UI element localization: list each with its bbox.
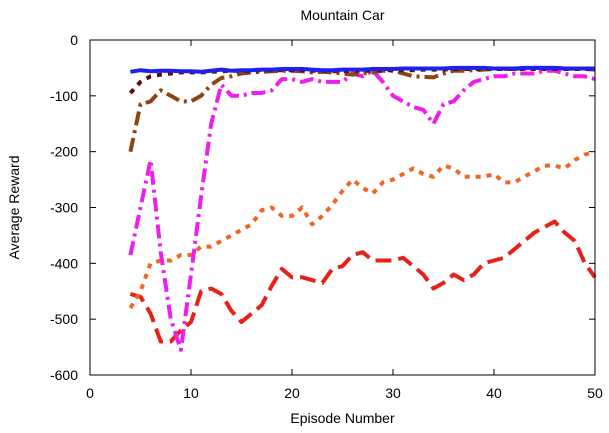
series-line-5 (130, 65, 595, 74)
y-tick-label-1: -100 (50, 88, 78, 104)
series-line-1 (128, 149, 596, 310)
x-tick-label-3: 30 (385, 385, 401, 401)
x-tick-label-5: 50 (587, 385, 603, 401)
y-tick-label-4: -400 (50, 255, 78, 271)
y-tick-label-3: -300 (50, 200, 78, 216)
chart-title: Mountain Car (300, 7, 384, 23)
y-tick-label-5: -500 (50, 311, 78, 327)
y-tick-label-6: -600 (50, 367, 78, 383)
x-axis-title: Episode Number (290, 410, 395, 426)
y-axis-title: Average Reward (6, 155, 22, 259)
x-tick-label-4: 40 (486, 385, 502, 401)
axes-layer: 0 10 20 30 40 50 0 -100 -200 -300 -400 -500 -600 (50, 32, 603, 401)
series-line-3 (128, 65, 596, 153)
x-tick-label-1: 10 (183, 385, 199, 401)
series-layer (128, 65, 597, 352)
x-tick-label-2: 20 (284, 385, 300, 401)
x-tick-label-0: 0 (86, 385, 94, 401)
plot-frame (89, 39, 596, 376)
series-line-0 (129, 219, 597, 344)
y-tick-label-0: 0 (70, 32, 78, 48)
y-tick-label-2: -200 (50, 144, 78, 160)
series-line-2 (128, 68, 596, 352)
